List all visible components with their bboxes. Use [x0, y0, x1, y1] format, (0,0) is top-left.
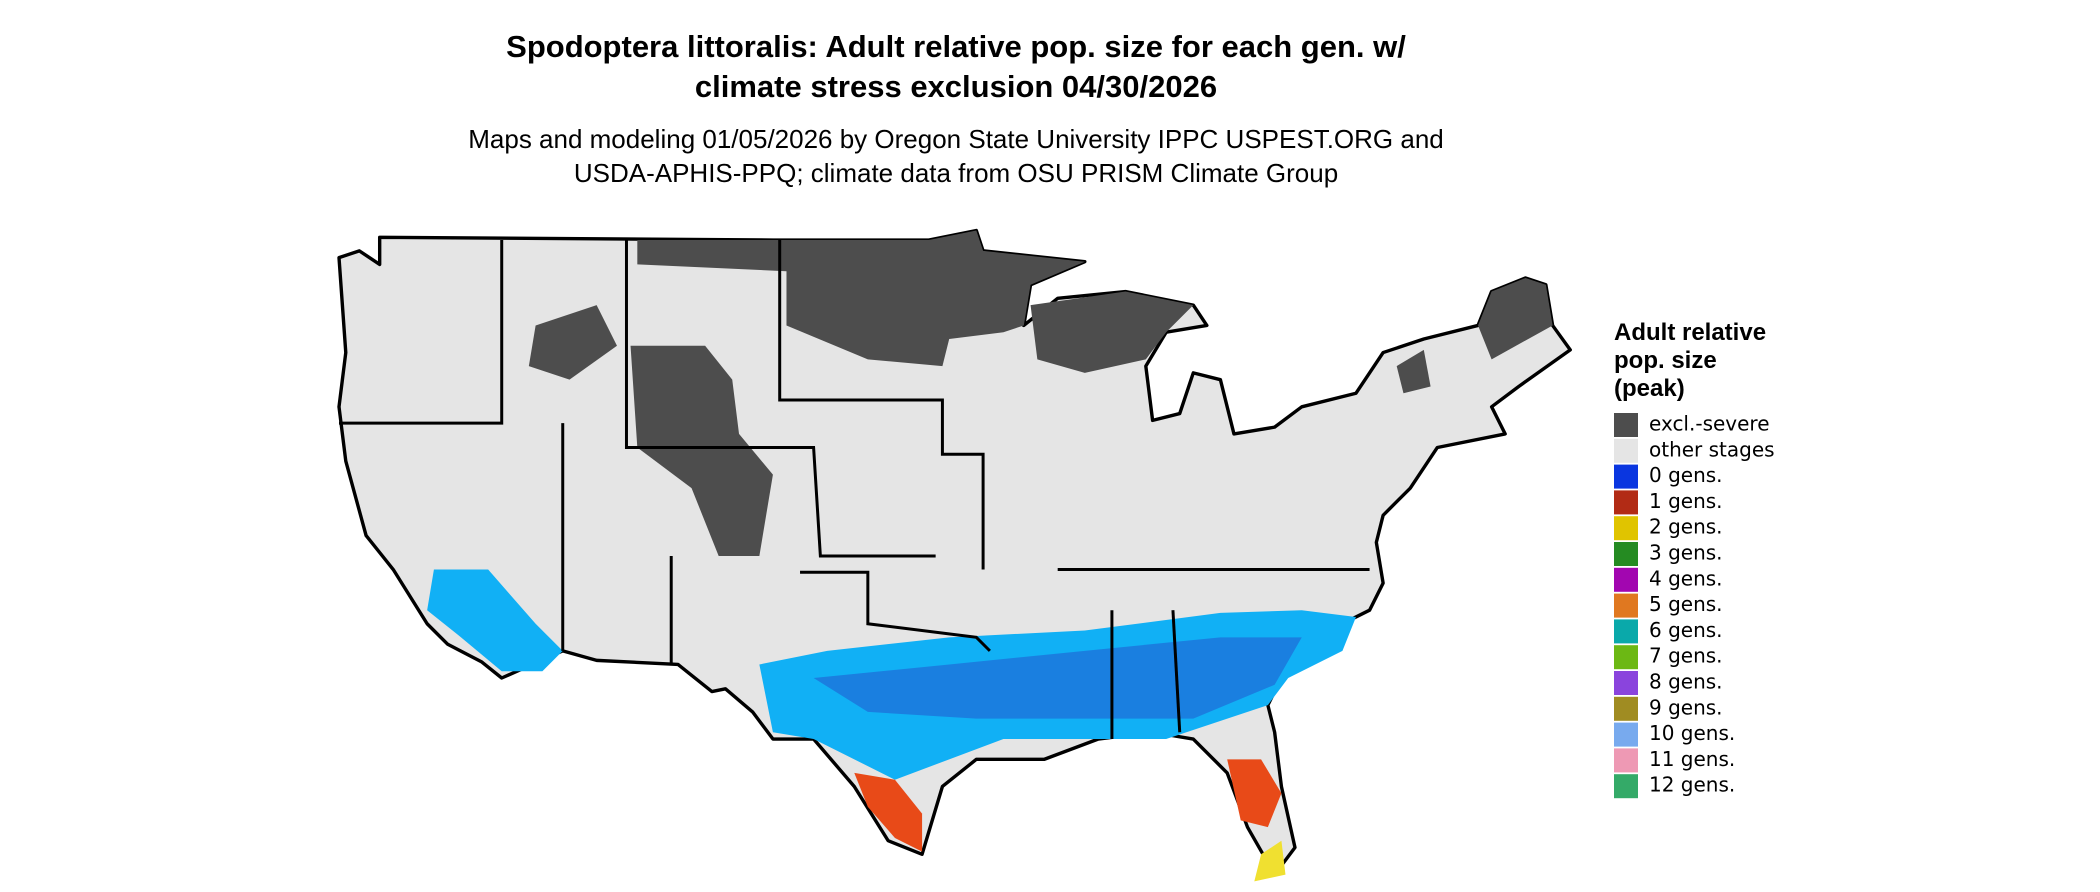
legend-label: 1 gens.: [1649, 489, 1723, 513]
legend-label: 11 gens.: [1649, 747, 1735, 771]
legend-label: 9 gens.: [1649, 695, 1723, 719]
legend-label: 12 gens.: [1649, 773, 1735, 797]
legend-swatch: [1614, 645, 1638, 670]
legend-label: 5 gens.: [1649, 592, 1723, 616]
legend-swatch: [1614, 567, 1638, 592]
legend-swatch: [1614, 464, 1638, 489]
legend-title: (peak): [1614, 375, 1685, 402]
legend-title: pop. size: [1614, 347, 1717, 374]
title: climate stress exclusion 04/30/2026: [695, 69, 1217, 104]
legend-label: 6 gens.: [1649, 618, 1723, 642]
map: [337, 228, 1572, 882]
legend-label: other stages: [1649, 437, 1775, 461]
legend-swatch: [1614, 671, 1638, 695]
legend-label: 7 gens.: [1649, 644, 1723, 668]
legend-label: 3 gens.: [1649, 541, 1723, 565]
legend-label: 10 gens.: [1649, 721, 1735, 745]
subtitle: USDA-APHIS-PPQ; climate data from OSU PR…: [574, 158, 1338, 188]
legend-swatch: [1614, 619, 1638, 644]
legend-swatch: [1614, 774, 1638, 799]
exclusion-areas: [528, 230, 1553, 556]
legend-swatch: [1614, 696, 1638, 721]
legend-label: 0 gens.: [1649, 463, 1723, 487]
legend-label: 8 gens.: [1649, 670, 1723, 694]
legend-swatch: [1614, 413, 1638, 437]
legend-label: 2 gens.: [1649, 515, 1723, 539]
legend-swatch: [1614, 438, 1638, 463]
state-borders: [339, 240, 1370, 740]
legend-swatch: [1614, 542, 1638, 566]
legend-swatch: [1614, 490, 1638, 515]
legend-swatch: [1614, 593, 1638, 618]
legend-swatch: [1614, 748, 1638, 773]
legend-label: excl.-severe: [1649, 412, 1770, 436]
subtitle: Maps and modeling 01/05/2026 by Oregon S…: [468, 124, 1444, 154]
title: Spodoptera littoralis: Adult relative po…: [506, 29, 1406, 64]
legend-swatch: [1614, 516, 1638, 541]
legend-swatch: [1614, 722, 1638, 747]
generation-areas: [427, 569, 1357, 882]
legend-title: Adult relative: [1614, 319, 1766, 346]
legend-label: 4 gens.: [1649, 566, 1723, 590]
